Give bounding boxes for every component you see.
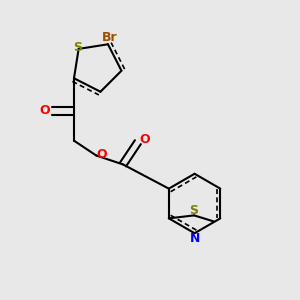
Text: O: O [96, 148, 107, 160]
Text: S: S [73, 41, 82, 54]
Text: O: O [139, 133, 150, 146]
Text: N: N [189, 232, 200, 245]
Text: S: S [190, 203, 199, 217]
Text: O: O [40, 104, 50, 117]
Text: Br: Br [102, 31, 117, 44]
